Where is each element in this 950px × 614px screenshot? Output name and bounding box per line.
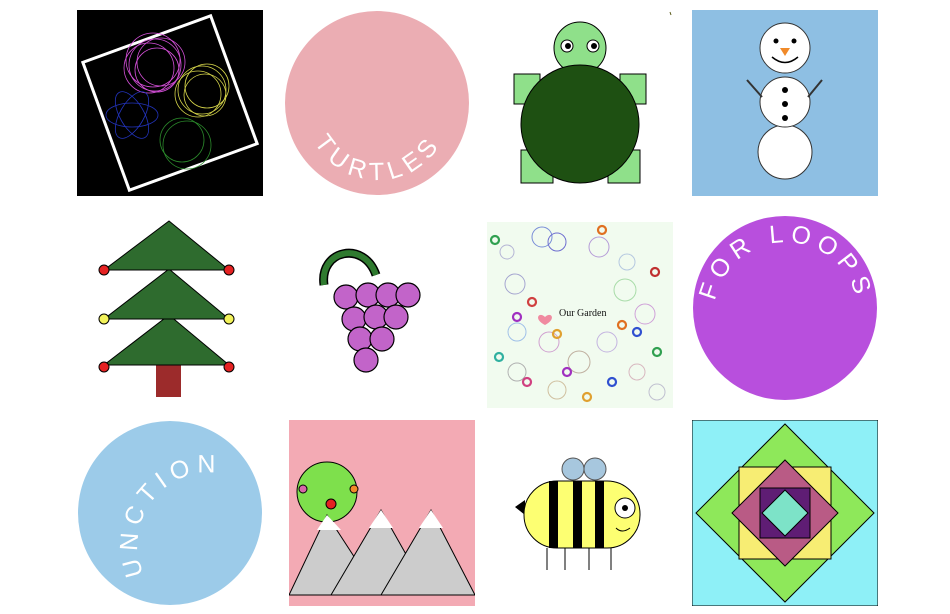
functions-badge: FUNCTIONS — [77, 420, 262, 605]
functions-tile[interactable]: FUNCTIONS — [77, 420, 263, 606]
grapes-tile[interactable] — [284, 215, 470, 401]
turtles-tile[interactable]: TURTLES — [284, 10, 470, 196]
garden-label: Our Garden — [559, 308, 606, 319]
mountains-drawing — [289, 420, 475, 606]
quilt-drawing — [692, 420, 878, 606]
garden-tile[interactable]: Our Garden — [487, 222, 673, 408]
snowman-drawing — [692, 10, 878, 196]
spirograph-tile[interactable] — [77, 10, 263, 196]
for-loops-tile[interactable]: FOR LOOPS — [692, 215, 878, 401]
turtles-badge: TURTLES — [285, 11, 469, 195]
bee-tile[interactable] — [487, 420, 673, 606]
for-loops-badge: FOR LOOPS — [693, 216, 877, 400]
bee-drawing — [487, 420, 673, 606]
quilt-tile[interactable] — [692, 420, 878, 606]
garden-image: Our Garden — [487, 222, 673, 408]
turtle-drawing — [487, 10, 673, 196]
spirograph-image — [77, 10, 263, 196]
mountains-tile[interactable] — [289, 420, 475, 606]
christmas-tree-tile[interactable] — [77, 215, 263, 401]
snowman-tile[interactable] — [692, 10, 878, 196]
grapes-drawing — [284, 215, 470, 401]
christmas-tree-drawing — [77, 215, 263, 401]
turtle-drawing-tile[interactable] — [487, 10, 673, 196]
